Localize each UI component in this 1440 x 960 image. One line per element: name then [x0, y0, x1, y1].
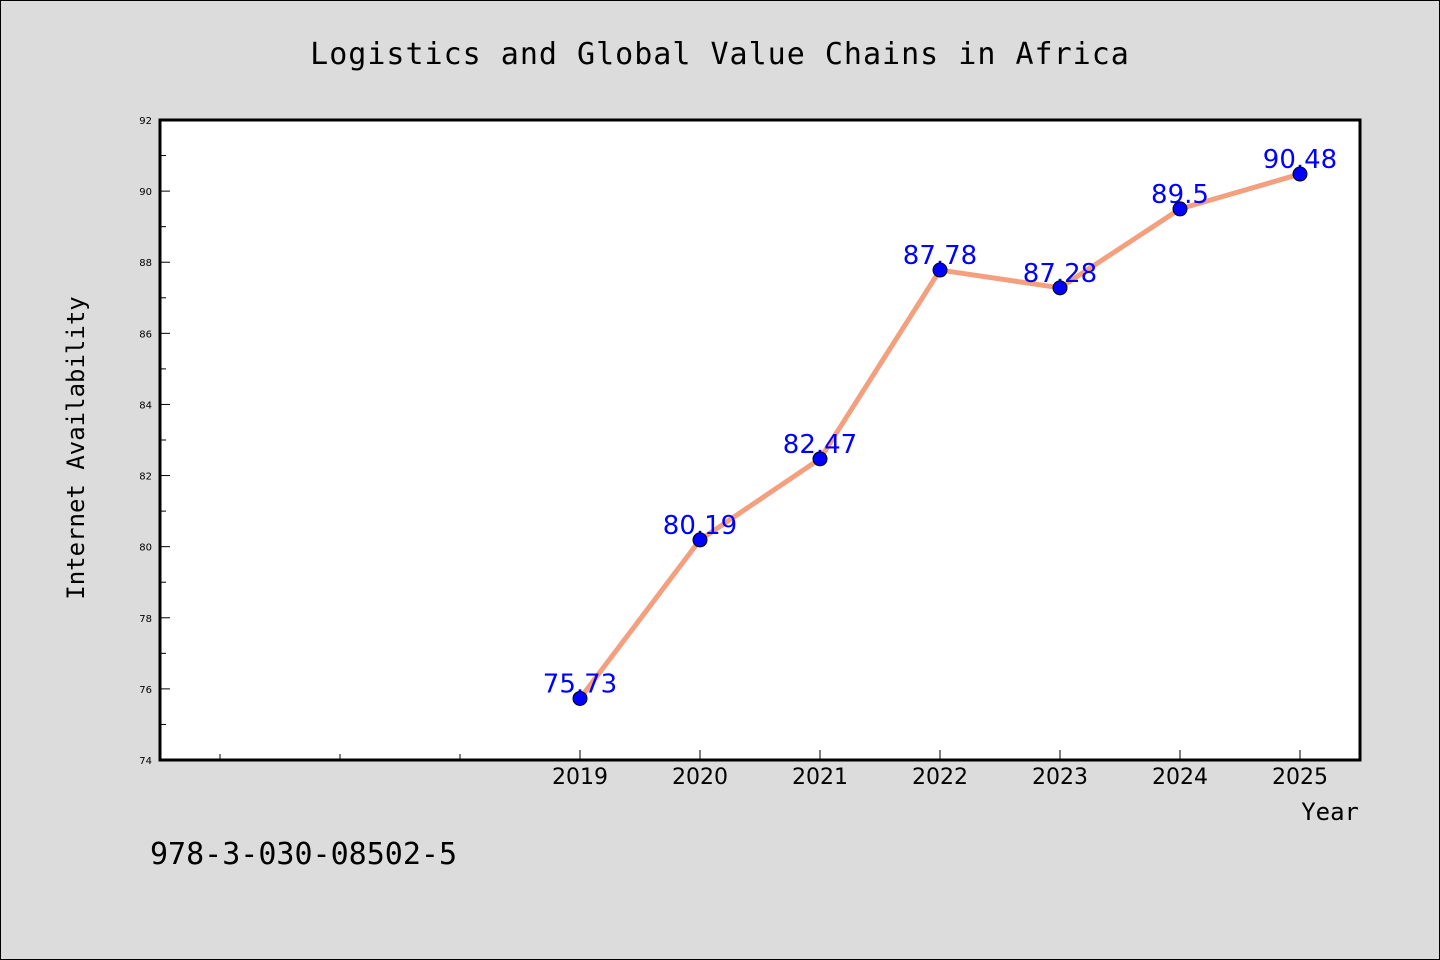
- data-point: [1052, 280, 1068, 296]
- x-tick-label: 2023: [1032, 765, 1088, 790]
- x-tick-label: 2022: [912, 765, 968, 790]
- isbn-text: 978-3-030-08502-5: [150, 837, 457, 872]
- plot-area: [160, 120, 1360, 760]
- x-tick-label: 2021: [792, 765, 848, 790]
- y-tick-label: 92: [139, 116, 152, 127]
- y-axis-label: Internet Availability: [62, 296, 90, 599]
- x-tick-label: 2020: [672, 765, 728, 790]
- x-axis-label: Year: [1301, 798, 1359, 826]
- x-tick-label: 2025: [1272, 765, 1328, 790]
- y-tick-label: 80: [139, 543, 152, 554]
- data-point: [572, 690, 588, 706]
- y-tick-label: 82: [139, 472, 152, 483]
- y-tick-label: 74: [139, 756, 152, 767]
- data-point: [812, 451, 828, 467]
- data-point: [692, 532, 708, 548]
- y-tick-label: 90: [139, 187, 152, 198]
- plot-frame: [158, 118, 1362, 762]
- x-axis: 2019 2020 2021 2022 2023 2024 2025: [219, 750, 1328, 790]
- data-point: [1292, 166, 1308, 182]
- y-tick-label: 86: [139, 329, 152, 340]
- x-tick-label: 2024: [1152, 765, 1208, 790]
- x-tick-label: 2019: [552, 765, 608, 790]
- y-tick-label: 76: [139, 685, 152, 696]
- y-tick-label: 88: [139, 258, 152, 269]
- y-tick-label: 84: [139, 400, 152, 411]
- data-point: [1172, 201, 1188, 217]
- data-point: [932, 262, 948, 278]
- chart-title: Logistics and Global Value Chains in Afr…: [310, 37, 1130, 72]
- y-tick-label: 78: [139, 614, 152, 625]
